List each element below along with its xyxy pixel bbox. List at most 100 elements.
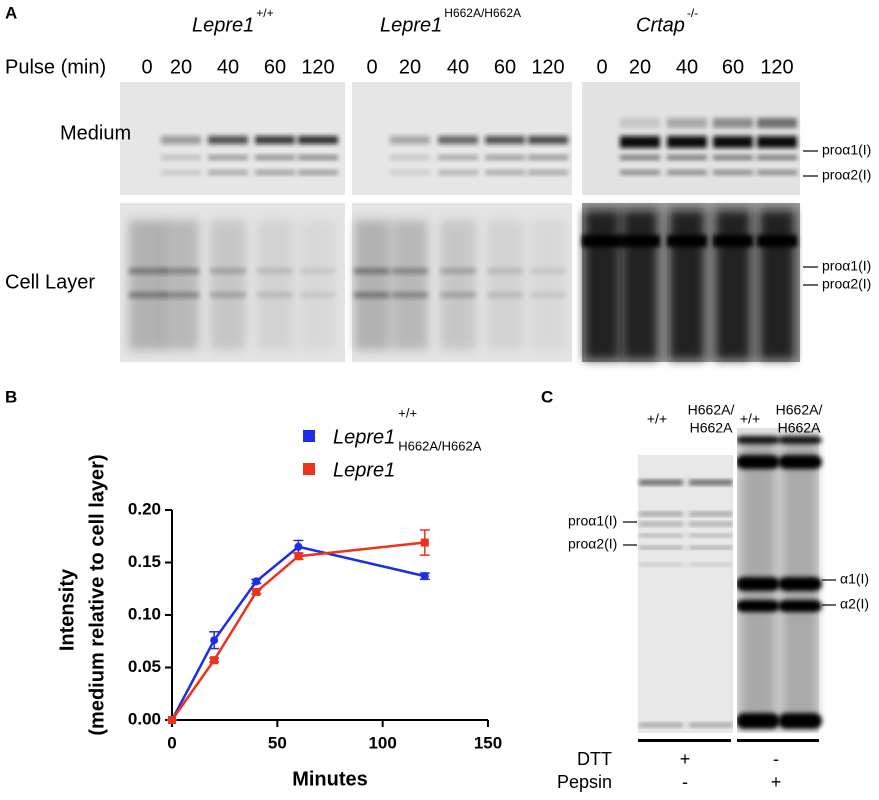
lane-label: 0 [141,56,152,78]
data-point [294,552,303,561]
gel-band [300,268,336,274]
gel-smear [257,220,293,350]
lane-label: 40 [217,56,239,78]
gel-band [620,118,660,128]
legend-label: Lepre1 [333,426,395,448]
lane-label: 60 [494,56,516,78]
gel-smear [759,210,795,360]
gel-band [757,170,797,175]
panel-label: A [5,3,17,22]
y-tick-label: 0.20 [128,499,161,518]
group-name: Crtap [636,14,685,36]
gel-smear [622,210,658,360]
gel-band [163,292,199,298]
series-line [170,545,426,721]
lane-label: 20 [629,56,651,78]
gel-band [210,292,246,298]
gel-band [392,268,428,274]
band-label: proα1(I) [822,258,871,274]
gel-band [210,268,246,274]
gel-band [713,170,753,175]
data-point [252,587,261,596]
gel-band [713,136,753,148]
band-label: α1(I) [840,571,869,587]
gel-band [757,136,797,148]
panel-label: C [541,387,553,406]
treatment-sign: - [682,772,688,792]
gel-band [757,155,797,160]
gel-band [354,292,390,298]
lane-label: 120 [760,56,793,78]
x-tick-label: 100 [368,733,396,752]
gel-band [208,136,248,144]
y-tick-label: 0.10 [128,604,161,623]
row-label: Cell Layer [5,271,95,293]
gel-band [736,600,780,612]
treatment-bar [737,739,819,742]
gel-smear [163,220,199,350]
gel-smear [669,210,705,360]
gel-band [485,170,525,175]
gel-band [257,268,293,274]
gel-smear [210,220,246,350]
gel-band [390,170,430,175]
gel-band [778,436,822,444]
lane-label: 20 [399,56,421,78]
gel-band [163,268,199,274]
gel-band [390,155,430,160]
gel-band [161,136,201,144]
gel-band [129,268,165,274]
gel-band [778,600,822,612]
gel-divider [733,428,737,733]
gel-band [485,136,525,144]
lane-label: 40 [447,56,469,78]
gel-band [736,713,780,729]
gel-band [298,136,338,144]
gel-band [713,155,753,160]
gel-band [620,155,660,160]
y-axis-label: Intensity [56,568,78,651]
gel-band [736,436,780,444]
gel-band [639,534,683,537]
legend-superscript: H662A/H662A [398,438,481,453]
band-label: proα2(I) [822,276,871,292]
gel-band [582,235,622,247]
lane-label: 20 [170,56,192,78]
gel-band [438,155,478,160]
gel-band [530,292,566,298]
lane-label: 120 [531,56,564,78]
gel-smear [392,220,428,350]
x-tick-label: 50 [268,733,287,752]
band-label: proα2(I) [568,536,617,552]
legend-swatch [303,463,315,475]
gel-smear [584,210,620,360]
gel-band [757,235,797,247]
data-point [210,636,219,645]
gel-band [639,522,683,526]
gel-band [639,546,683,549]
gel-band [440,268,476,274]
group-superscript: H662A/H662A [444,6,521,20]
gel-band [667,155,707,160]
gel-band [255,136,295,144]
treatment-sign: - [773,749,779,769]
gel-band [298,170,338,175]
lane-header: +/+ [740,411,760,427]
data-point [210,656,219,665]
gel-band [487,268,523,274]
gel-band [298,155,338,160]
gel-smear [487,220,523,350]
lane-header: H662A/ [688,402,735,418]
data-point [420,538,429,547]
gel-band [255,155,295,160]
gel-band [689,480,733,485]
legend-superscript: +/+ [398,405,417,420]
gel-band [438,136,478,144]
data-point [294,542,303,551]
data-point [420,572,429,581]
gel-band [713,118,753,128]
gel-band [487,292,523,298]
lane-label: 60 [722,56,744,78]
gel-band [440,292,476,298]
treatment-label: DTT [577,749,612,769]
